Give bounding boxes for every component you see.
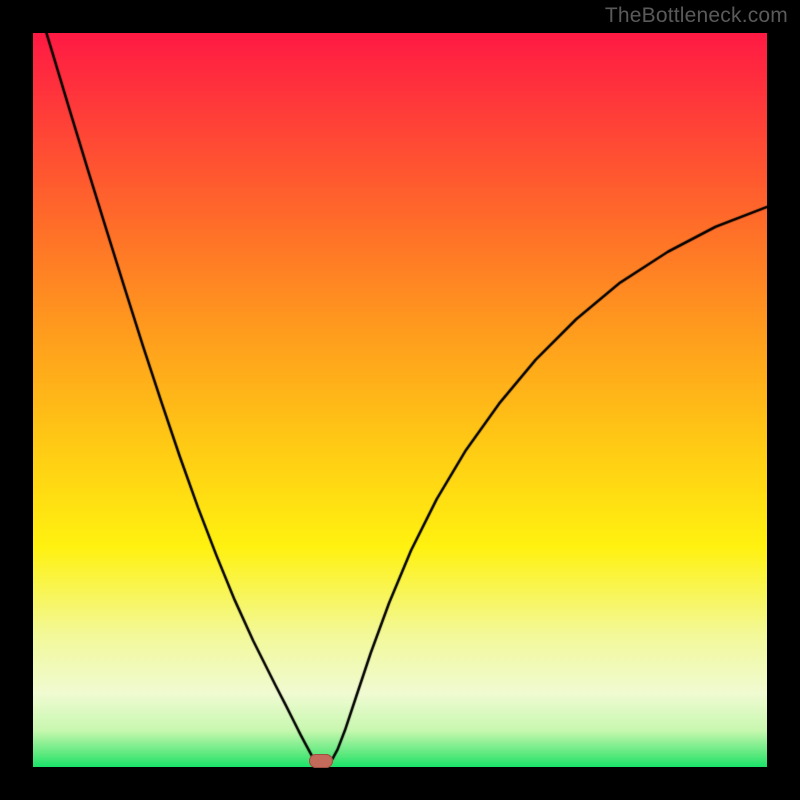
- chart-stage: TheBottleneck.com: [0, 0, 800, 800]
- bottleneck-curve: [33, 33, 767, 767]
- watermark-text: TheBottleneck.com: [605, 4, 788, 28]
- minimum-marker: [309, 754, 333, 768]
- plot-area: [33, 33, 767, 767]
